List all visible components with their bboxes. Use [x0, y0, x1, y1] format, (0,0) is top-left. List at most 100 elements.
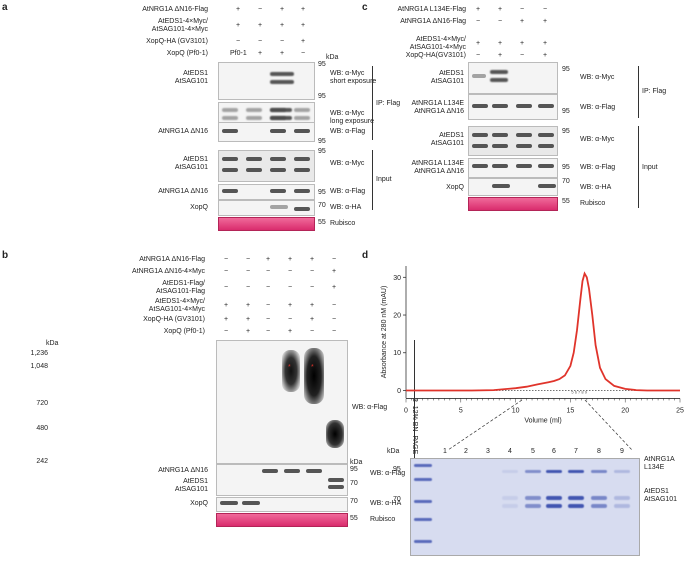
wb-label: short exposure: [330, 78, 377, 85]
condition-value: +: [497, 40, 503, 47]
condition-value: −: [331, 256, 337, 263]
condition-value: −: [265, 316, 271, 323]
x-tick-label: 20: [621, 407, 629, 414]
condition-value: +: [300, 22, 306, 29]
condition-value: −: [245, 284, 251, 291]
wb-label: Rubisco: [370, 516, 396, 523]
ladder-band: [414, 518, 432, 521]
band: [294, 207, 310, 211]
group-label: Input: [376, 176, 392, 183]
condition-value: −: [245, 268, 251, 275]
gel-band-label: AtSAG101: [644, 496, 678, 503]
row-left-label: XopQ: [190, 500, 208, 507]
mw-marker: 95: [318, 189, 326, 196]
sec-chromatogram: 0 10 20 30 0 5 10 15 20 25 Volume (ml) Absorbance a…: [381, 266, 684, 424]
mw-marker: 55: [562, 198, 570, 205]
condition-value: −: [331, 328, 337, 335]
band: [270, 157, 286, 161]
mw-marker: 70: [562, 178, 570, 185]
row-left-label: AtSAG101: [430, 78, 464, 85]
wb-label: WB: α-Flag: [580, 104, 616, 111]
row-left-label: AtSAG101: [174, 164, 208, 171]
condition-label: AtEDS1-4×Myc/: [158, 18, 208, 25]
band: [270, 80, 294, 84]
band: [294, 157, 310, 161]
blot-input-ha: [468, 178, 558, 196]
x-tick-label: 15: [567, 407, 575, 414]
condition-value: −: [542, 6, 548, 13]
wb-label: WB: α-Myc: [580, 74, 615, 81]
row-left-label: XopQ: [446, 184, 464, 191]
band: [490, 70, 508, 74]
band: [222, 129, 238, 133]
gel-lane-number: 1: [443, 448, 447, 455]
wb-label: WB: α-Myc: [330, 160, 365, 167]
band: [246, 108, 262, 112]
condition-value: +: [309, 256, 315, 263]
fraction-marks: 5 6 7 8 9: [571, 389, 587, 394]
band: [294, 116, 310, 120]
band: [492, 164, 508, 168]
condition-value: +: [309, 302, 315, 309]
blot-ip-myc-short: [218, 62, 315, 100]
condition-value: +: [542, 18, 548, 25]
mw-marker: 480: [36, 425, 48, 432]
condition-value: −: [279, 38, 285, 45]
band: [262, 469, 278, 473]
condition-value: +: [279, 22, 285, 29]
protein-band: [568, 504, 584, 508]
condition-label: AtNRG1A ΔN16-4×Myc: [132, 268, 205, 275]
condition-label: AtSAG101-4×Myc: [409, 44, 466, 51]
gel-lane-number: 5: [531, 448, 535, 455]
condition-label: AtEDS1-Flag/: [162, 280, 205, 287]
panel-b-letter: b: [2, 250, 9, 261]
condition-value: −: [287, 284, 293, 291]
condition-value: −: [287, 316, 293, 323]
mw-marker: 55: [318, 219, 326, 226]
row-left-label: AtNRG1A ΔN16: [158, 128, 208, 135]
mw-marker: 95: [562, 128, 570, 135]
kda-label: kDa: [350, 459, 363, 466]
band: [294, 129, 310, 133]
row-left-label: AtEDS1: [439, 132, 464, 139]
monomer-band: [326, 420, 344, 448]
band: [294, 168, 310, 172]
gel-marker: 70: [393, 496, 401, 503]
y-tick-label: 20: [393, 313, 401, 320]
wb-label: WB: α-HA: [580, 184, 612, 191]
group-label: IP: Flag: [376, 100, 401, 107]
condition-label: AtNRG1A ΔN16-Flag: [400, 18, 466, 25]
condition-value: −: [245, 256, 251, 263]
star-mark: *: [288, 364, 291, 371]
y-axis-label: Absorbance at 280 nM (mAU): [381, 286, 388, 379]
ladder-band: [414, 540, 432, 543]
x-tick-label: 10: [512, 407, 520, 414]
complex-smear: [304, 348, 324, 404]
gel-lane-number: 2: [464, 448, 468, 455]
protein-band: [502, 504, 518, 508]
row-left-label: AtNRG1A L134E: [411, 100, 464, 107]
condition-label: AtEDS1-4×Myc/: [155, 298, 205, 305]
gel-band-label: AtNRG1A: [644, 456, 675, 463]
condition-value: −: [287, 268, 293, 275]
band: [538, 164, 554, 168]
wb-label: WB: α-HA: [330, 204, 362, 211]
protein-band: [568, 470, 584, 473]
condition-value: +: [497, 6, 503, 13]
band: [222, 116, 238, 120]
blot-sds-ha: [216, 497, 348, 512]
mw-marker: 95: [318, 138, 326, 145]
condition-value: +: [279, 50, 285, 57]
condition-value: +: [257, 22, 263, 29]
mw-marker: 70: [350, 480, 358, 487]
wb-label: WB: α-Flag: [580, 164, 616, 171]
wb-label: WB: α-Flag: [330, 128, 366, 135]
blot-ip-flag: [218, 122, 315, 142]
protein-band: [546, 504, 562, 508]
condition-value: −: [475, 18, 481, 25]
condition-value: −: [331, 302, 337, 309]
condition-value: +: [519, 18, 525, 25]
condition-label: XopQ-HA(GV3101): [405, 52, 466, 59]
protein-band: [525, 470, 541, 473]
mw-marker: 242: [36, 458, 48, 465]
